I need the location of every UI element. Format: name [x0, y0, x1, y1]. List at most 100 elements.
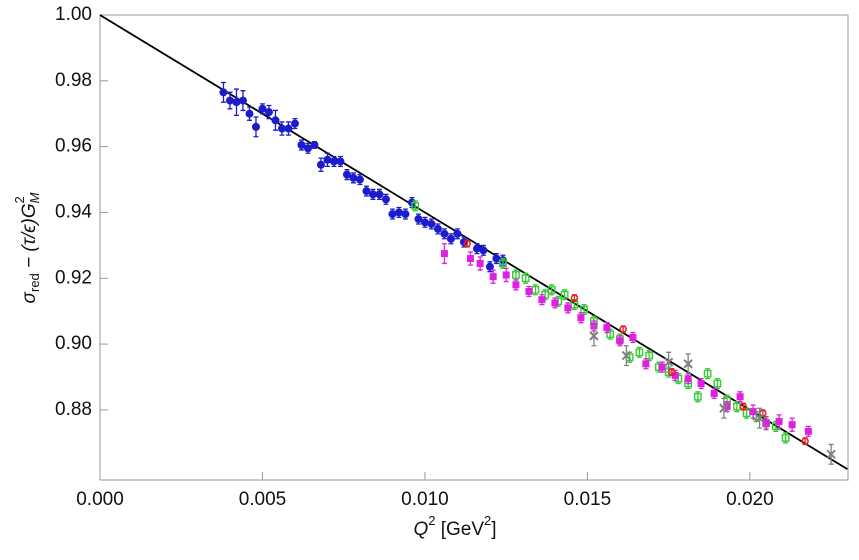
point	[826, 449, 836, 460]
point	[775, 417, 783, 425]
point	[453, 229, 462, 238]
point	[310, 140, 319, 149]
point	[238, 96, 247, 105]
x-label-part: 2	[428, 513, 435, 528]
y-tick-label: 0.96	[55, 136, 92, 157]
point	[723, 403, 731, 411]
point	[570, 294, 579, 302]
point	[616, 337, 624, 345]
x-tick-label: 0.000	[76, 489, 124, 510]
point	[671, 371, 679, 379]
y-tick-label: 0.90	[55, 333, 92, 354]
point	[271, 116, 280, 125]
point	[719, 403, 729, 413]
point	[219, 88, 228, 97]
point	[232, 98, 241, 107]
point	[290, 119, 299, 128]
point	[560, 290, 569, 299]
point	[323, 155, 332, 164]
x-tick-label: 0.015	[564, 489, 612, 510]
point	[603, 324, 611, 332]
x-label-part: Q	[413, 519, 428, 540]
point	[388, 210, 397, 219]
point	[446, 234, 455, 243]
x-axis-label: Q2 [GeV2]	[413, 513, 496, 540]
point	[329, 157, 338, 166]
x-label-part: 2	[484, 513, 491, 528]
point	[466, 255, 474, 263]
point	[427, 219, 436, 228]
point	[538, 296, 546, 304]
y-tick-label: 0.94	[55, 201, 92, 222]
point	[284, 124, 293, 133]
y-label-part: σ	[19, 290, 40, 303]
plot-frame	[99, 14, 849, 481]
point	[781, 433, 790, 442]
point	[245, 109, 254, 118]
point	[492, 254, 501, 263]
y-tick-label: 0.88	[55, 399, 92, 420]
point	[621, 350, 632, 361]
point	[736, 393, 744, 401]
point	[642, 360, 650, 368]
point	[580, 305, 589, 314]
point	[316, 160, 325, 169]
point	[684, 375, 692, 383]
point	[521, 274, 530, 283]
point	[693, 392, 702, 401]
point	[342, 170, 351, 179]
point	[663, 357, 674, 367]
point	[258, 104, 267, 113]
point	[739, 402, 748, 411]
point	[801, 437, 809, 445]
point	[297, 140, 306, 149]
point	[414, 215, 423, 224]
point	[440, 250, 448, 258]
point	[303, 144, 312, 153]
y-tick-label: 0.92	[55, 267, 92, 288]
point	[713, 379, 722, 388]
y-label-part: red	[27, 273, 42, 292]
point	[411, 201, 420, 210]
point	[645, 351, 654, 360]
point	[225, 96, 234, 105]
point	[564, 304, 572, 312]
x-label-part: [GeV	[435, 519, 484, 540]
point	[749, 408, 757, 416]
point	[512, 271, 520, 279]
point	[512, 281, 520, 289]
point	[788, 421, 796, 429]
point	[368, 190, 377, 199]
point	[264, 108, 273, 117]
y-tick-label: 0.98	[55, 70, 92, 91]
point	[479, 246, 488, 255]
point	[381, 195, 390, 204]
point	[762, 419, 770, 427]
point	[463, 239, 471, 248]
point	[635, 348, 644, 357]
point	[499, 259, 507, 268]
x-tick-label: 0.005	[239, 489, 287, 510]
point	[619, 325, 627, 334]
point	[472, 244, 481, 253]
point	[362, 187, 371, 196]
y-axis-label: σred − (τ/ϵ)GM2	[12, 192, 42, 303]
point	[433, 224, 442, 233]
point	[629, 334, 637, 342]
point	[440, 229, 449, 238]
point	[525, 287, 533, 295]
point	[804, 427, 812, 435]
y-label-part: M	[27, 192, 42, 203]
point	[349, 173, 358, 182]
point	[547, 285, 556, 294]
point	[754, 413, 765, 423]
point	[251, 122, 260, 131]
x-label-part: ]	[491, 519, 496, 540]
point	[277, 124, 286, 133]
point	[589, 331, 599, 341]
point	[394, 208, 403, 217]
x-tick-label: 0.020	[726, 489, 774, 510]
point	[710, 389, 718, 397]
point	[683, 359, 693, 369]
point	[420, 218, 429, 227]
